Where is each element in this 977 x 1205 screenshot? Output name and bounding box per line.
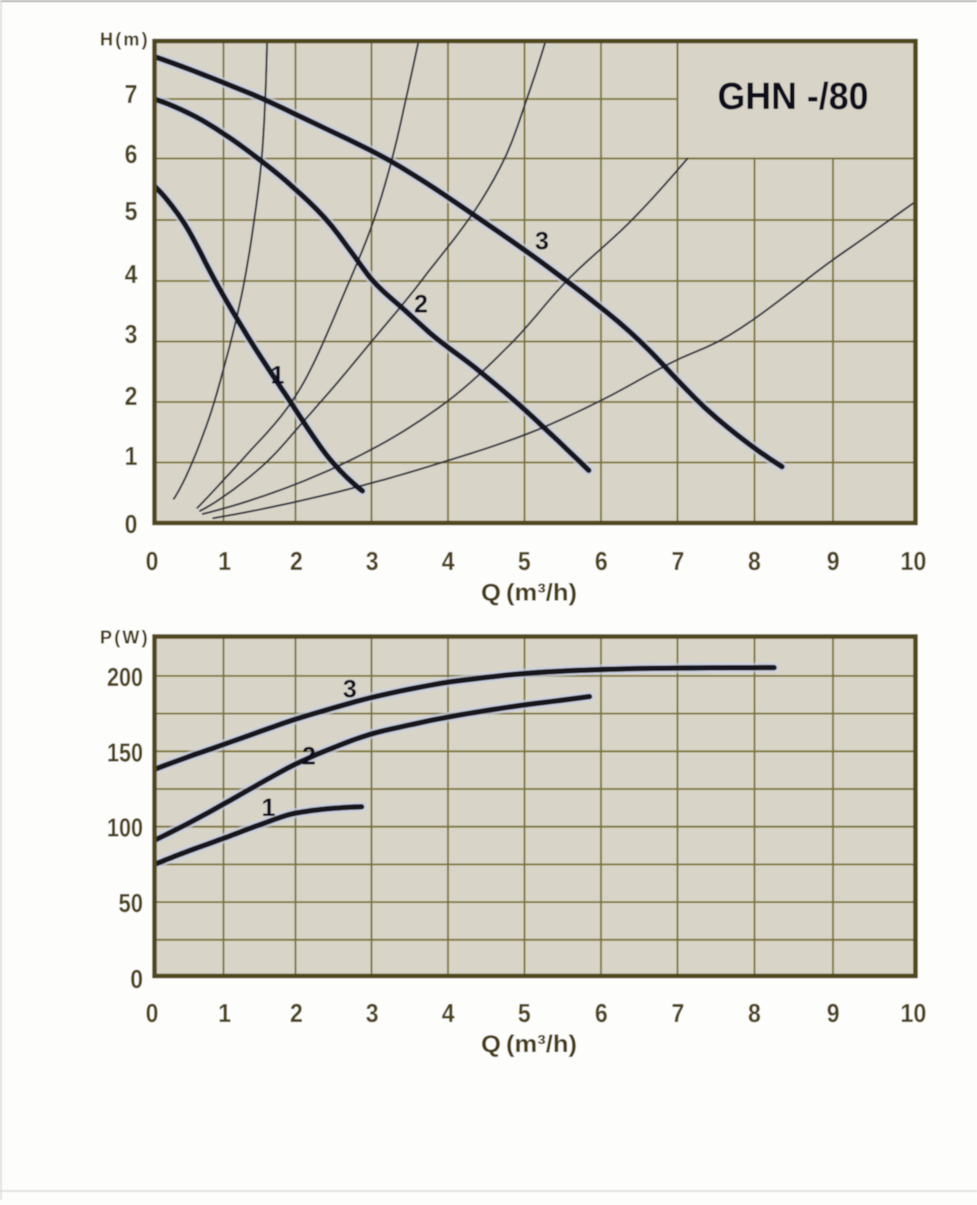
svg-text:2: 2 (414, 291, 428, 319)
svg-text:2: 2 (125, 381, 138, 411)
svg-text:150: 150 (107, 737, 143, 767)
svg-text:100: 100 (107, 813, 143, 843)
svg-text:3: 3 (125, 319, 138, 349)
svg-text:9: 9 (827, 546, 840, 576)
svg-text:H(m): H(m) (100, 30, 150, 50)
svg-text:9: 9 (827, 998, 840, 1028)
svg-text:3: 3 (535, 228, 549, 256)
svg-text:Q (m³/h): Q (m³/h) (481, 1031, 577, 1058)
svg-text:1: 1 (218, 546, 231, 576)
svg-text:1: 1 (218, 998, 231, 1028)
svg-text:0: 0 (146, 546, 159, 576)
svg-text:2: 2 (290, 998, 303, 1028)
svg-text:8: 8 (748, 546, 761, 576)
svg-text:4: 4 (442, 546, 455, 576)
svg-text:5: 5 (518, 546, 531, 576)
svg-text:6: 6 (595, 546, 608, 576)
svg-text:5: 5 (125, 196, 138, 226)
svg-text:5: 5 (518, 998, 531, 1028)
svg-text:6: 6 (125, 139, 138, 169)
svg-text:P(W): P(W) (100, 628, 150, 648)
svg-text:1: 1 (262, 794, 276, 822)
svg-text:10: 10 (900, 998, 926, 1028)
svg-text:0: 0 (125, 509, 138, 539)
svg-text:200: 200 (107, 662, 143, 692)
svg-text:4: 4 (125, 259, 138, 289)
svg-text:Q (m³/h): Q (m³/h) (481, 580, 577, 607)
svg-text:3: 3 (366, 998, 379, 1028)
svg-text:6: 6 (595, 998, 608, 1028)
svg-text:4: 4 (442, 998, 455, 1028)
svg-text:3: 3 (343, 676, 357, 704)
svg-text:2: 2 (302, 743, 316, 771)
svg-text:10: 10 (900, 546, 926, 576)
svg-text:3: 3 (366, 546, 379, 576)
svg-text:1: 1 (271, 362, 285, 390)
svg-text:8: 8 (748, 998, 761, 1028)
svg-text:7: 7 (672, 546, 685, 576)
svg-text:50: 50 (119, 888, 144, 918)
svg-text:0: 0 (130, 964, 143, 994)
svg-text:1: 1 (125, 441, 138, 471)
svg-text:7: 7 (125, 79, 138, 109)
svg-text:GHN -/80: GHN -/80 (718, 76, 869, 118)
svg-text:7: 7 (672, 998, 685, 1028)
svg-text:2: 2 (290, 546, 303, 576)
svg-text:0: 0 (146, 998, 159, 1028)
